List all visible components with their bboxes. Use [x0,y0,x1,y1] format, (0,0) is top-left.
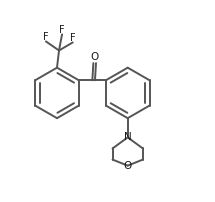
Text: F: F [70,33,75,43]
Text: N: N [124,132,132,142]
Text: F: F [43,32,49,42]
Text: F: F [59,25,65,35]
Text: O: O [124,161,132,171]
Text: O: O [90,53,98,62]
